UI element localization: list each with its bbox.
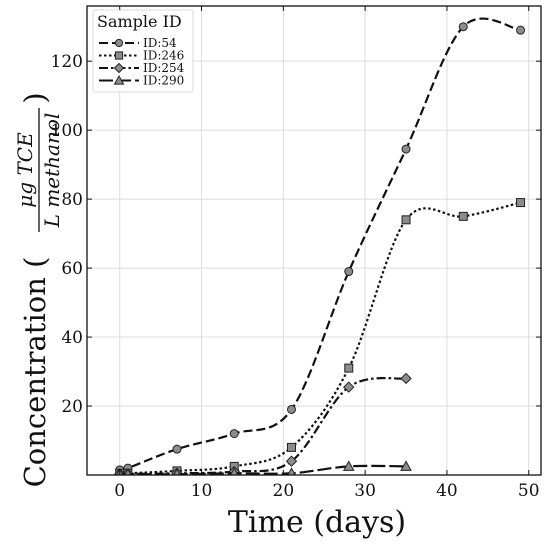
axis-titles: Time (days) Concentration ( μg TCE L methan… <box>13 92 406 540</box>
data-point <box>287 467 296 475</box>
y-axis-title-prefix: Concentration ( <box>18 257 52 488</box>
series-layer <box>114 17 526 475</box>
series-square <box>115 198 526 475</box>
x-tick-label: 50 <box>518 481 540 501</box>
data-point <box>287 442 297 452</box>
legend-label: ID:246 <box>143 49 184 63</box>
data-point <box>344 363 354 373</box>
data-point <box>285 455 298 467</box>
legend-marker <box>114 38 124 48</box>
data-point <box>401 144 411 154</box>
data-point <box>229 467 239 475</box>
legend-title: Sample ID <box>97 12 182 31</box>
legend-label: ID:254 <box>143 61 185 75</box>
data-point <box>124 468 132 475</box>
x-tick-label: 40 <box>436 481 458 501</box>
data-point <box>342 460 355 471</box>
data-point <box>516 198 526 208</box>
data-point <box>343 381 355 393</box>
legend-label: ID:290 <box>143 74 184 88</box>
x-tick-label: 10 <box>191 481 213 501</box>
data-point <box>401 215 411 225</box>
data-point <box>172 444 182 454</box>
data-point <box>400 460 412 471</box>
y-tick-label: 20 <box>61 397 83 417</box>
data-point <box>229 429 239 439</box>
y-tick-label: 80 <box>61 190 83 210</box>
data-point <box>400 372 412 385</box>
y-axis-title: Concentration ( μg TCE L methanol) <box>13 92 64 487</box>
y-tick-label: 100 <box>51 121 83 141</box>
x-tick-label: 30 <box>354 481 376 501</box>
x-axis-title: Time (days) <box>228 505 406 540</box>
legend-marker <box>113 74 125 85</box>
series-line <box>119 377 407 475</box>
data-point <box>287 404 297 414</box>
y-tick-label: 60 <box>61 259 83 279</box>
y-axis-title-denominator: L methanol <box>40 113 64 229</box>
y-tick-label: 40 <box>61 328 83 348</box>
y-axis-title-suffix: ) <box>18 92 52 103</box>
data-point <box>458 211 468 221</box>
data-point <box>516 25 526 35</box>
data-point <box>173 468 181 475</box>
data-point <box>344 267 354 277</box>
legend-label: ID:54 <box>143 36 177 50</box>
legend-marker <box>114 51 124 60</box>
plot-frame <box>86 5 542 476</box>
series-diamond <box>114 372 412 475</box>
series-line <box>119 17 521 472</box>
y-tick-label: 120 <box>51 52 83 72</box>
legend-marker <box>113 62 125 74</box>
series-line <box>119 201 521 475</box>
x-tick-label: 0 <box>114 481 125 501</box>
x-tick-label: 20 <box>273 481 295 501</box>
data-point <box>458 22 468 32</box>
axes: 0 10 20 30 40 50 20 40 60 80 100 120 <box>51 5 542 501</box>
y-axis-title-numerator: μg TCE <box>13 132 37 208</box>
